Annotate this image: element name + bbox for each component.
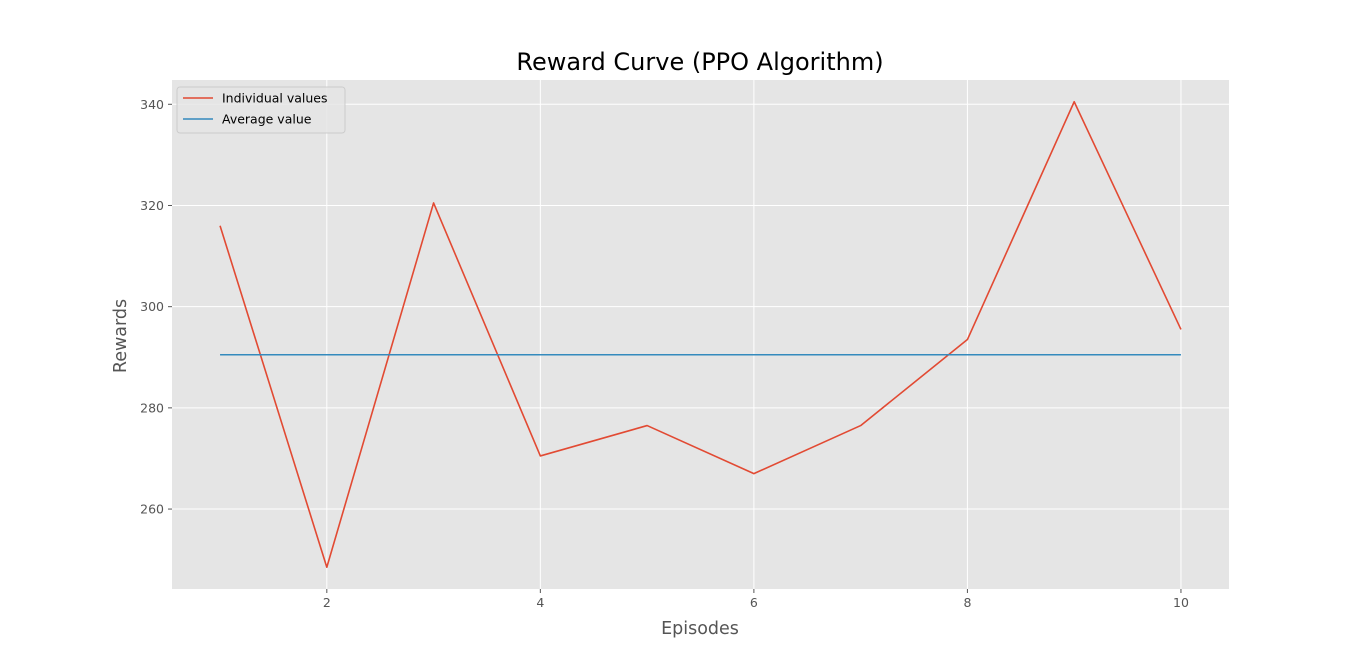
legend-label-average: Average value (222, 112, 312, 127)
y-axis-label: Rewards (111, 299, 131, 373)
x-tick-label: 6 (750, 595, 758, 610)
legend: Individual values Average value (176, 86, 346, 134)
chart-title: Reward Curve (PPO Algorithm) (516, 48, 883, 76)
y-tick-label: 260 (140, 502, 164, 517)
y-tick-label: 340 (140, 97, 164, 112)
y-tick-label: 300 (140, 299, 164, 314)
grid-lines (172, 80, 1229, 589)
series-lines (219, 100, 1182, 569)
x-tick-label: 10 (1173, 595, 1189, 610)
x-tick-label: 8 (963, 595, 971, 610)
x-axis-label: Episodes (661, 619, 739, 639)
y-tick-label: 320 (140, 198, 164, 213)
axis-ticks: 2 4 6 8 10 260 280 300 320 340 (140, 97, 1189, 610)
y-tick-label: 280 (140, 400, 164, 415)
legend-box (176, 86, 346, 134)
x-tick-label: 2 (323, 595, 331, 610)
legend-label-individual: Individual values (222, 91, 328, 106)
series-line-individual-values (219, 100, 1182, 569)
plot-area (172, 80, 1229, 589)
x-tick-label: 4 (536, 595, 544, 610)
